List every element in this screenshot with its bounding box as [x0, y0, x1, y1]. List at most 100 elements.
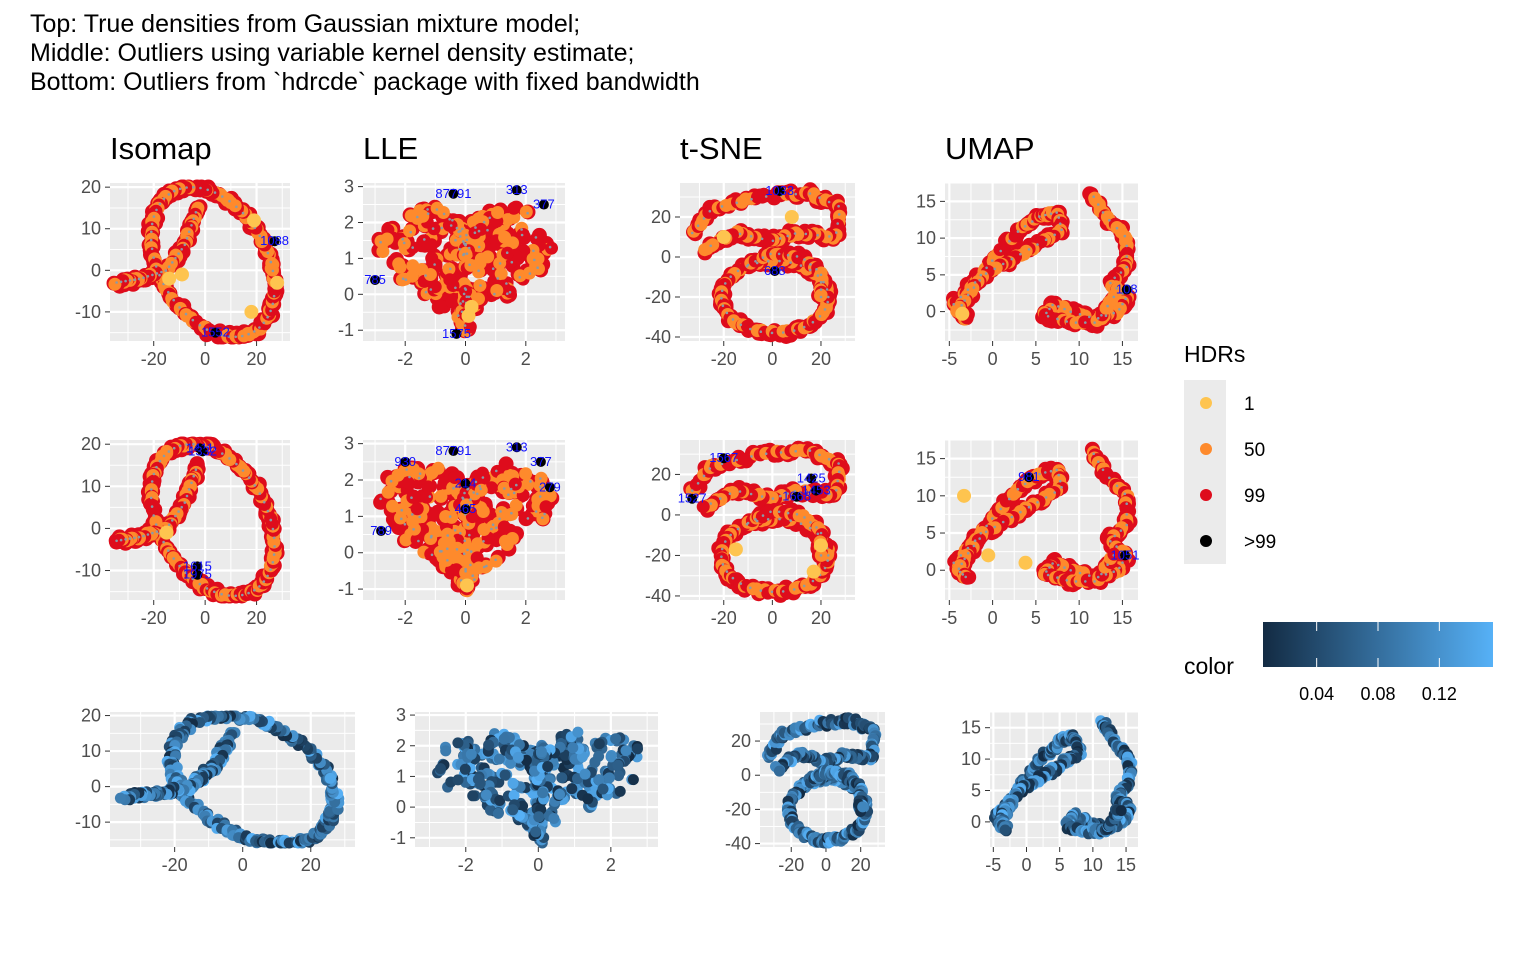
sample-dot — [966, 552, 970, 555]
x-tick-label: -2 — [397, 349, 413, 369]
sample-dot — [835, 488, 838, 492]
sample-dot — [1124, 297, 1127, 301]
sample-dot — [966, 293, 970, 297]
sample-dot — [827, 200, 831, 204]
x-tick-label: 0 — [988, 349, 998, 369]
sample-dot — [827, 457, 831, 461]
sample-dot — [467, 295, 471, 299]
sample-dot — [999, 249, 1002, 253]
y-tick-label: 0 — [344, 543, 354, 563]
y-tick-label: 1 — [344, 248, 354, 268]
sample-dot — [818, 315, 822, 318]
outlier-label: 1552 — [201, 325, 230, 340]
sample-dot — [389, 479, 393, 483]
sample-dot — [1060, 228, 1063, 232]
sample-dot — [167, 265, 171, 269]
sample-dot — [418, 515, 422, 519]
data-point — [507, 201, 521, 215]
sample-dot — [476, 492, 479, 496]
sample-dot — [518, 276, 522, 279]
outlier-label: 930 — [394, 454, 416, 469]
sample-dot — [978, 279, 981, 282]
sample-dot — [819, 280, 823, 284]
sample-dot — [477, 269, 480, 273]
sample-dot — [435, 208, 439, 211]
sample-dot — [454, 238, 457, 242]
sample-dot — [253, 484, 257, 487]
data-point — [265, 257, 279, 270]
sample-dot — [379, 240, 382, 244]
sample-dot — [769, 252, 772, 256]
sample-dot — [750, 197, 753, 201]
data-point — [499, 457, 512, 471]
sample-dot — [402, 241, 406, 245]
data-point — [428, 508, 442, 522]
data-point — [459, 284, 473, 298]
outlier-label: 789 — [370, 523, 392, 538]
data-point — [108, 277, 122, 291]
sample-dot — [770, 331, 774, 335]
sample-dot — [455, 226, 459, 230]
sample-dot — [503, 487, 506, 490]
sample-dot — [213, 590, 216, 594]
sample-dot — [1093, 580, 1096, 583]
y-tick-label: -20 — [645, 545, 671, 565]
outlier-label: 313 — [506, 182, 528, 197]
sample-dot — [185, 443, 188, 446]
outlier-label: 1033 — [765, 183, 794, 198]
sample-dot — [728, 492, 732, 496]
sample-dot — [465, 252, 469, 255]
data-point — [445, 295, 459, 309]
sample-dot — [404, 278, 408, 282]
sample-dot — [696, 224, 700, 227]
sample-dot — [690, 231, 694, 235]
x-tick-label: -20 — [711, 349, 737, 369]
sample-dot — [1108, 219, 1111, 222]
sample-dot — [1045, 570, 1048, 573]
sample-dot — [1101, 211, 1105, 214]
sample-dot — [194, 468, 198, 472]
outlier-label: 465 — [455, 501, 477, 516]
sample-dot — [795, 513, 799, 516]
sample-dot — [533, 258, 536, 262]
sample-dot — [534, 510, 538, 513]
sample-dot — [431, 227, 435, 230]
sample-dot — [438, 550, 442, 553]
sample-dot — [228, 457, 231, 460]
data-point — [698, 243, 712, 257]
sample-dot — [709, 502, 712, 505]
sample-dot — [508, 290, 512, 294]
sample-dot — [771, 239, 775, 243]
sample-dot — [1092, 452, 1095, 456]
sample-dot — [198, 582, 202, 586]
sample-dot — [266, 574, 269, 578]
sample-dot — [227, 594, 231, 597]
sample-dot — [401, 277, 405, 281]
sample-dot — [1109, 540, 1112, 543]
sample-dot — [128, 279, 132, 282]
sample-dot — [464, 288, 468, 291]
sample-dot — [191, 577, 195, 581]
sample-dot — [1112, 295, 1116, 299]
sample-dot — [493, 292, 496, 296]
data-point — [431, 461, 445, 475]
sample-dot — [973, 281, 977, 284]
data-point — [476, 505, 490, 518]
sample-dot — [799, 264, 803, 267]
sample-dot — [403, 523, 407, 526]
sample-dot — [759, 330, 763, 334]
sample-dot — [543, 512, 546, 516]
sample-dot — [708, 467, 712, 470]
sample-dot — [786, 253, 790, 257]
sample-dot — [183, 243, 187, 247]
sample-dot — [164, 269, 168, 272]
sample-dot — [172, 298, 175, 302]
outlier-label: 981 — [1018, 469, 1040, 484]
sample-dot — [505, 282, 508, 285]
sample-dot — [449, 224, 453, 227]
data-point — [442, 534, 456, 548]
sample-dot — [428, 495, 432, 498]
sample-dot — [735, 201, 738, 205]
y-tick-label: 5 — [926, 523, 936, 543]
sample-dot — [815, 268, 818, 271]
